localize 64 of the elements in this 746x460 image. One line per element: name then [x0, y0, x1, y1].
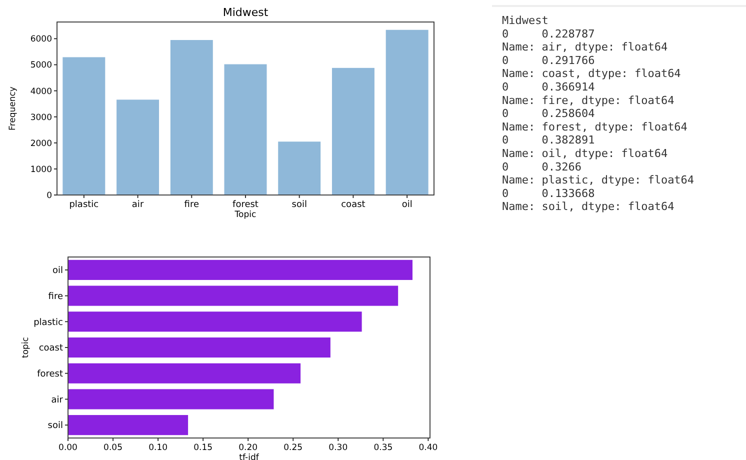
y-tick-label: 4000 [30, 86, 52, 97]
x-tick-label: fire [184, 200, 200, 210]
x-tick-label: soil [292, 200, 307, 210]
text: 0 0.228787 [502, 27, 595, 40]
x-tick-label: 0.20 [238, 443, 258, 453]
bar [68, 285, 399, 306]
bar [385, 29, 429, 196]
x-tick-label: plastic [69, 200, 99, 210]
bar [68, 414, 189, 436]
x-tick-label: 0.00 [58, 443, 78, 453]
text: 0 0.382891 [502, 134, 595, 147]
text: Name: air, dtype: float64 [502, 40, 668, 54]
text: 0 0.366914 [502, 80, 596, 94]
x-tick-label: 0.10 [148, 443, 168, 453]
x-tick-label: air [132, 200, 144, 210]
text: 0 0.133668 [502, 186, 595, 200]
y-tick-label: 6000 [30, 34, 52, 45]
y-tick-label: 2000 [30, 138, 52, 149]
y-tick-label: forest [37, 370, 64, 380]
y-tick-label: 3000 [30, 112, 52, 123]
text: Name: coast, dtype: float64 [502, 67, 682, 80]
text: Midwest [502, 14, 548, 27]
x-axis-title: tf-idf [239, 453, 260, 460]
x-tick-label: forest [232, 200, 259, 210]
y-axis-title: Frequency [8, 86, 18, 130]
x-tick-label: 0.35 [374, 443, 393, 453]
x-tick-label: 0.30 [328, 443, 348, 453]
y-tick-label: soil [48, 421, 63, 432]
y-tick-label: plastic [34, 318, 64, 328]
bar [116, 99, 160, 196]
y-axis-title: topic [21, 336, 31, 358]
x-axis-title: Topic [234, 210, 257, 220]
bar [62, 56, 106, 196]
bar [278, 141, 322, 196]
x-tick-label: 0.05 [104, 443, 122, 453]
x-tick-label: coast [341, 200, 366, 210]
x-tick-label: 0.25 [284, 443, 303, 453]
text: Name: forest, dtype: float64 [502, 120, 688, 134]
text: Name: soil, dtype: float64 [502, 200, 675, 214]
bar [68, 259, 414, 281]
bar [331, 67, 376, 196]
x-tick-label: 0.40 [418, 443, 438, 453]
text: 0 0.258604 [502, 107, 596, 120]
text: Name: plastic, dtype: float64 [502, 174, 694, 187]
bar [68, 336, 332, 358]
chart-title: Midwest [222, 6, 269, 19]
text: 0 0.3266 [502, 160, 582, 174]
y-tick-label: 0 [46, 190, 52, 201]
bar [170, 39, 214, 196]
bar [68, 388, 274, 410]
bar [68, 311, 362, 332]
y-tick-label: fire [48, 292, 64, 302]
text: Name: fire, dtype: float64 [502, 94, 675, 107]
y-tick-label: 1000 [30, 164, 52, 175]
text: Name: oil, dtype: float64 [502, 147, 668, 160]
y-tick-label: 5000 [30, 60, 52, 71]
bar [68, 362, 302, 384]
y-tick-label: oil [52, 266, 63, 276]
y-tick-label: coast [38, 344, 64, 354]
x-tick-label: oil [402, 200, 412, 210]
y-tick-label: air [51, 395, 64, 406]
text: 0 0.291766 [502, 54, 595, 67]
bar [224, 64, 268, 196]
x-tick-label: 0.15 [194, 443, 213, 453]
